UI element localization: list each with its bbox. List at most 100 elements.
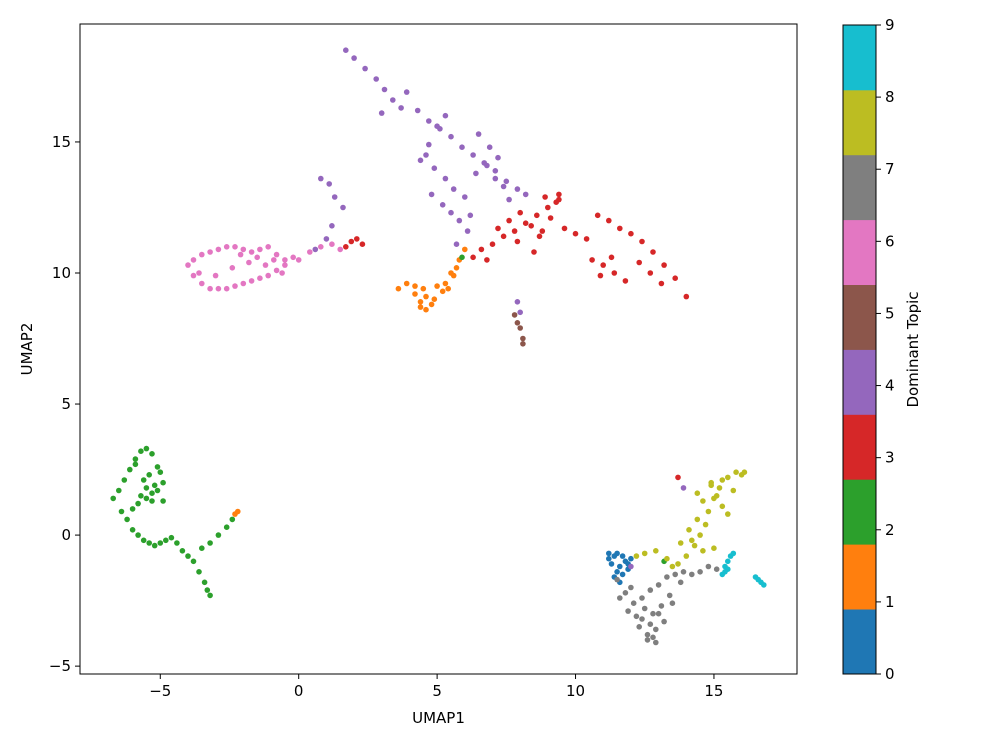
data-point-topic-2: [151, 542, 158, 549]
data-point-topic-4: [522, 191, 529, 198]
data-point-topic-2: [174, 540, 180, 546]
data-point-topic-6: [262, 262, 269, 268]
data-point-topic-6: [329, 241, 335, 247]
data-point-topic-7: [636, 624, 642, 630]
data-point-topic-4: [486, 144, 493, 150]
data-point-topic-2: [168, 534, 175, 541]
data-point-topic-6: [254, 254, 260, 261]
data-point-topic-6: [307, 249, 313, 255]
data-point-topic-4: [434, 123, 440, 129]
data-point-topic-2: [207, 540, 213, 546]
data-point-topic-6: [337, 246, 344, 253]
data-point-topic-4: [453, 241, 460, 247]
data-point-topic-7: [697, 569, 703, 575]
data-point-topic-7: [622, 590, 629, 596]
data-point-topic-6: [190, 272, 197, 279]
data-point-topic-3: [672, 275, 678, 282]
data-point-topic-5: [520, 341, 526, 347]
data-point-topic-2: [143, 445, 150, 452]
data-point-topic-1: [448, 270, 454, 276]
data-point-topic-4: [459, 144, 465, 150]
data-point-topic-3: [514, 238, 521, 245]
data-point-topic-6: [240, 246, 247, 253]
data-point-topic-7: [672, 571, 678, 578]
data-point-topic-6: [246, 259, 252, 266]
data-point-topic-2: [207, 592, 213, 599]
data-point-topic-4: [414, 107, 421, 114]
data-point-topic-2: [199, 545, 205, 551]
data-point-topic-7: [644, 631, 651, 638]
data-point-topic-8: [694, 490, 701, 497]
data-point-topic-2: [146, 540, 152, 546]
data-point-topic-3: [511, 228, 518, 234]
colorbar-ticks: 0 1 2 3 4 5 6 7 8 9: [876, 16, 895, 683]
data-point-topic-3: [675, 474, 681, 481]
data-point-topic-6: [257, 275, 263, 282]
data-point-topic-1: [453, 265, 460, 271]
data-point-topic-8: [686, 527, 692, 533]
data-point-topic-3: [484, 257, 490, 263]
data-point-topic-6: [279, 270, 285, 276]
data-point-topic-7: [647, 587, 654, 593]
data-point-topic-7: [633, 613, 640, 620]
data-point-topic-2: [135, 500, 141, 507]
colorbar-tick-label: 7: [885, 160, 895, 178]
data-point-topic-7: [653, 639, 659, 646]
data-point-topic-8: [725, 511, 731, 517]
data-point-topic-6: [265, 244, 272, 250]
data-point-topic-3: [617, 225, 623, 232]
data-point-topic-3: [470, 254, 476, 261]
data-point-topic-9: [725, 558, 731, 565]
data-point-topic-4: [398, 105, 404, 111]
data-point-topic-4: [464, 228, 471, 234]
data-point-topic-3: [561, 225, 568, 232]
data-point-topic-7: [630, 600, 637, 606]
colorbar-segment-6: [843, 219, 876, 285]
data-point-topic-3: [639, 238, 645, 245]
data-point-topic-6: [237, 251, 244, 258]
data-point-topic-2: [138, 448, 144, 455]
colorbar-tick-label: 6: [885, 232, 895, 250]
data-point-topic-3: [594, 212, 601, 219]
data-point-topic-4: [517, 309, 523, 316]
data-point-topic-8: [683, 553, 690, 559]
x-tick-label: 5: [432, 682, 442, 700]
data-point-topic-4: [492, 168, 499, 174]
colorbar-segment-2: [843, 479, 876, 545]
data-point-topic-7: [639, 616, 645, 622]
data-point-topic-2: [154, 464, 161, 470]
data-point-topic-4: [426, 118, 432, 124]
data-point-topic-3: [683, 293, 690, 300]
data-point-topic-6: [271, 257, 277, 263]
data-point-topic-2: [129, 506, 136, 512]
data-point-topic-1: [403, 280, 410, 287]
data-point-topic-7: [650, 634, 656, 641]
data-point-topic-6: [282, 262, 288, 268]
data-point-topic-4: [503, 178, 510, 185]
data-point-topic-3: [661, 262, 667, 268]
data-point-topic-6: [185, 262, 191, 268]
data-point-topic-3: [495, 225, 501, 232]
data-point-topic-3: [506, 217, 512, 224]
data-point-topic-6: [257, 246, 263, 253]
data-point-topic-8: [633, 553, 640, 559]
data-point-topic-2: [185, 553, 191, 559]
data-point-topic-7: [669, 600, 676, 606]
colorbar-tick-label: 3: [885, 449, 895, 467]
x-axis-label: UMAP1: [412, 709, 465, 727]
data-point-topic-3: [589, 257, 595, 263]
data-point-topic-8: [708, 479, 714, 486]
data-point-topic-3: [606, 217, 612, 224]
data-point-topic-2: [127, 466, 133, 473]
data-point-topic-6: [223, 244, 230, 250]
data-point-topic-1: [420, 285, 427, 292]
colorbar-tick-label: 0: [885, 665, 895, 683]
data-point-topic-4: [343, 47, 349, 53]
colorbar-segment-1: [843, 544, 876, 610]
data-point-topic-1: [395, 285, 402, 292]
data-point-topic-4: [378, 110, 385, 116]
data-point-topic-3: [647, 270, 654, 276]
data-point-topic-3: [553, 199, 559, 205]
data-point-topic-4: [456, 217, 463, 224]
data-point-topic-8: [719, 477, 726, 483]
